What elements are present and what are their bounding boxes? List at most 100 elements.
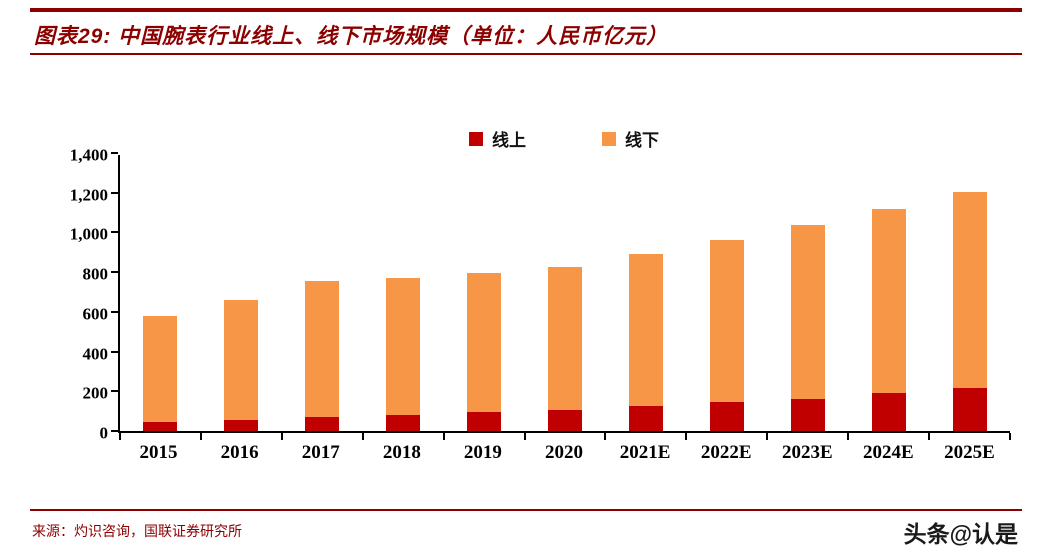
bar-segment-线上-2024E	[871, 393, 906, 431]
x-axis-category-label: 2019	[463, 442, 502, 463]
x-axis-category-label: 2018	[382, 442, 421, 463]
legend-label: 线下	[625, 131, 659, 150]
x-axis-tick-mark	[199, 433, 202, 440]
bar-segment-线下-2022E	[709, 240, 744, 403]
stacked-bar-2024E	[871, 208, 906, 431]
bar-segment-线上-2023E	[790, 399, 825, 431]
stacked-bar-2015	[143, 315, 178, 431]
source-note: 来源：灼识咨询，国联证券研究所	[32, 523, 242, 539]
x-axis-tick-mark	[766, 433, 769, 440]
bar-segment-线下-2021E	[628, 254, 663, 407]
y-axis-tick-mark	[111, 390, 118, 393]
footer-divider-rule	[30, 509, 1022, 511]
x-axis-category-label: 2015	[139, 442, 178, 463]
bar-segment-线上-2018	[386, 415, 421, 431]
x-axis-tick-mark	[847, 433, 850, 440]
bar-segment-线下-2015	[143, 315, 178, 423]
x-axis-category-label: 2023E	[781, 442, 833, 463]
bar-group-2017	[282, 155, 363, 431]
y-axis-tick-label: 1,000	[69, 224, 108, 244]
bar-segment-线下-2024E	[871, 208, 906, 394]
stacked-bar-2025E	[952, 191, 987, 431]
stacked-bar-2016	[224, 299, 259, 431]
x-axis-tick-mark	[361, 433, 364, 440]
bar-segment-线上-2022E	[709, 402, 744, 431]
bar-segment-线下-2023E	[790, 225, 825, 400]
y-axis-tick-label: 800	[82, 264, 109, 284]
legend-label: 线上	[492, 131, 526, 150]
bar-segment-线下-2017	[305, 281, 340, 418]
y-axis-tick-mark	[111, 152, 118, 154]
bar-segment-线下-2020	[548, 267, 582, 411]
x-axis-category-label: 2022E	[700, 442, 752, 463]
legend-item-线上: 线上	[469, 126, 526, 151]
x-axis-category-label: 2024E	[863, 442, 914, 463]
watermark-text: 头条@认是	[903, 521, 1018, 547]
y-axis-tick-label: 400	[82, 344, 109, 364]
bar-segment-线上-2016	[224, 420, 259, 431]
bar-segment-线上-2025E	[952, 388, 987, 431]
x-axis-category-label: 2016	[220, 442, 259, 463]
chart-legend: 线上 线下	[118, 126, 1010, 151]
bar-segment-线下-2019	[467, 273, 502, 413]
legend-item-线下: 线下	[602, 126, 659, 151]
y-axis-labels: 0 200 400 600 800 1,000 1,200 1,400	[30, 147, 109, 442]
plot-area	[111, 152, 1011, 440]
bar-group-2021E	[605, 155, 686, 431]
legend-swatch-icon	[602, 131, 616, 146]
y-axis-tick-mark	[111, 271, 118, 274]
bar-segment-线下-2025E	[952, 191, 987, 389]
bar-segment-线上-2020	[548, 410, 582, 431]
chart-title: 图表29: 中国腕表行业线上、线下市场规模（单位：人民币亿元）	[34, 25, 669, 48]
bar-group-2018	[363, 155, 444, 431]
x-axis-category-label: 2020	[545, 442, 584, 463]
x-axis-category-label: 2021E	[619, 442, 671, 463]
x-axis-tick-mark	[442, 433, 445, 440]
x-axis-tick-mark	[685, 433, 688, 440]
y-axis-tick-mark	[111, 350, 118, 353]
bar-segment-线上-2017	[305, 417, 340, 431]
stacked-bar-2020	[548, 267, 582, 431]
legend-swatch-icon	[469, 131, 483, 146]
bar-segment-线下-2016	[224, 299, 259, 421]
x-axis-tick-mark	[280, 433, 283, 440]
x-axis-tick-mark	[604, 433, 607, 440]
stacked-bar-2023E	[790, 225, 825, 431]
bar-group-2023E	[767, 155, 848, 431]
y-axis-tick-label: 200	[82, 383, 109, 403]
x-axis-category-label: 2017	[301, 442, 340, 463]
x-axis-tick-mark	[928, 433, 931, 440]
bar-group-2022E	[686, 155, 767, 431]
y-axis-tick-label: 1,400	[69, 145, 108, 165]
stacked-bar-2017	[305, 281, 340, 431]
bar-segment-线上-2019	[467, 412, 502, 431]
bar-group-2016	[201, 155, 282, 431]
y-axis-tick-label: 600	[82, 304, 109, 324]
bar-segment-线下-2018	[386, 278, 421, 416]
y-axis-tick-label: 0	[99, 423, 109, 443]
y-axis-tick-mark	[111, 310, 118, 313]
x-axis-tick-mark	[1009, 433, 1011, 440]
x-axis-tick-mark	[523, 433, 526, 440]
bar-segment-线上-2015	[143, 422, 178, 431]
bar-group-2024E	[848, 155, 929, 431]
y-axis-tick-mark	[111, 430, 118, 432]
y-axis-tick-label: 1,200	[69, 185, 108, 205]
x-axis-category-label: 2025E	[944, 442, 995, 463]
bar-group-2025E	[929, 155, 1010, 431]
stacked-bar-2021E	[628, 254, 663, 431]
top-divider-rule	[30, 8, 1022, 12]
y-axis-tick-mark	[111, 191, 118, 194]
x-axis-labels: 2015 2016 2017 2018 2019 2020 2021E 2022E 2023E 2…	[118, 442, 1010, 464]
bar-group-2020	[525, 155, 606, 431]
stacked-bar-2022E	[709, 240, 744, 431]
x-axis-tick-mark	[119, 433, 121, 440]
bar-group-2015	[120, 155, 201, 431]
title-underline-rule	[30, 53, 1022, 55]
stacked-bar-2018	[386, 278, 421, 431]
stacked-bar-2019	[467, 273, 502, 431]
bar-segment-线上-2021E	[628, 406, 663, 431]
y-axis-tick-mark	[111, 231, 118, 234]
bar-group-2019	[444, 155, 525, 431]
